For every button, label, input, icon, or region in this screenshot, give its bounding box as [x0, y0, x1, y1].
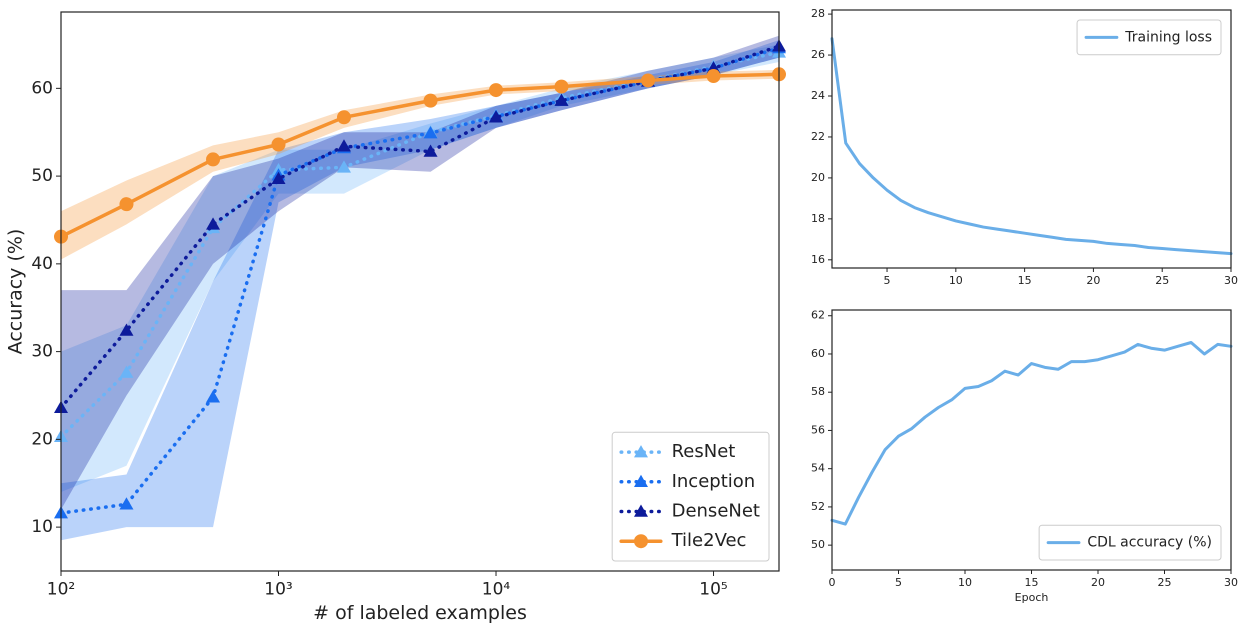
marker	[336, 139, 351, 152]
legend-label: Training loss	[1124, 29, 1212, 45]
subplot: 16 18 20 22 24 26 28 5 10 15 20 25 30 Training loss	[811, 7, 1238, 287]
legend-box	[1038, 524, 1222, 561]
marker	[489, 83, 504, 98]
series-line	[830, 37, 1233, 256]
axes-frame	[60, 11, 780, 572]
y-tick-label: 62	[811, 309, 825, 322]
marker	[119, 497, 134, 510]
legend-label: Inception	[672, 471, 756, 492]
y-tick-label: 22	[811, 130, 825, 143]
marker	[206, 390, 221, 403]
y-tick-label: 10	[31, 517, 53, 537]
y-tick-label: 54	[811, 462, 825, 475]
x-tick-label: 5	[895, 576, 902, 589]
marker	[271, 137, 286, 152]
y-tick-label: 60	[31, 78, 53, 98]
x-tick-label: 10³	[264, 580, 292, 600]
confidence-band	[61, 35, 779, 510]
marker	[119, 323, 134, 336]
x-tick-label: 20	[1086, 274, 1100, 287]
y-tick-label: 18	[811, 212, 825, 225]
y-tick-label: 50	[31, 166, 53, 186]
x-tick-label: 30	[1224, 576, 1238, 589]
x-tick-label: 15	[1018, 274, 1032, 287]
marker	[271, 171, 286, 184]
x-tick-label: 10⁵	[699, 580, 727, 600]
x-tick-label: 10	[958, 576, 972, 589]
legend-marker	[633, 504, 648, 517]
x-tick-label: 20	[1091, 576, 1105, 589]
y-tick-label: 26	[811, 48, 825, 61]
x-tick-label: 10²	[47, 580, 75, 600]
marker	[554, 79, 569, 94]
marker	[206, 152, 221, 167]
y-tick-label: 50	[811, 538, 825, 551]
confidence-band	[61, 44, 779, 493]
marker	[423, 144, 438, 157]
x-tick-label: 25	[1155, 274, 1169, 287]
legend: Training loss	[1076, 19, 1222, 56]
legend-label: Tile2Vec	[671, 530, 747, 551]
x-tick-label: 5	[884, 274, 891, 287]
legend-marker	[633, 534, 648, 549]
x-tick-label: 0	[829, 576, 836, 589]
subplot: 50 52 54 56 58 60 62 0 5 10 15 20 25 30 Epoch CDL accur…	[811, 309, 1238, 604]
y-tick-label: 56	[811, 423, 825, 436]
y-tick-label: 60	[811, 347, 825, 360]
x-tick-label: 25	[1158, 576, 1172, 589]
marker	[706, 69, 721, 84]
legend-label: DenseNet	[672, 501, 760, 522]
y-tick-label: 58	[811, 385, 825, 398]
legend-marker	[633, 445, 648, 458]
y-tick-label: 20	[31, 429, 53, 449]
marker	[119, 365, 134, 378]
marker	[119, 197, 134, 212]
x-axis-label: Epoch	[1015, 591, 1049, 604]
marker	[423, 93, 438, 108]
x-tick-label: 10⁴	[482, 580, 511, 600]
y-tick-label: 40	[31, 254, 53, 274]
confidence-band	[61, 40, 779, 541]
marker	[641, 73, 656, 88]
series-line	[830, 341, 1233, 526]
subplot: 10 20 30 40 50 60 10² 10³ 10⁴ 10⁵ # of labeled exa…	[5, 11, 786, 624]
marker	[423, 126, 438, 139]
legend-box	[611, 431, 770, 562]
y-tick-label: 16	[811, 253, 825, 266]
marker	[206, 217, 221, 230]
x-tick-label: 30	[1224, 274, 1238, 287]
legend-label: CDL accuracy (%)	[1087, 535, 1212, 551]
marker	[336, 110, 351, 125]
legend-box	[1076, 19, 1222, 56]
legend-label: ResNet	[672, 441, 736, 462]
marker	[554, 93, 569, 106]
x-tick-label: 15	[1025, 576, 1039, 589]
y-axis-label: Accuracy (%)	[5, 229, 27, 355]
marker	[489, 110, 504, 123]
y-tick-label: 20	[811, 171, 825, 184]
legend: ResNet Inception DenseNet Tile2Vec	[611, 431, 770, 562]
series-line	[59, 50, 781, 439]
legend: CDL accuracy (%)	[1038, 524, 1222, 561]
y-tick-label: 30	[31, 342, 53, 362]
x-tick-label: 10	[949, 274, 963, 287]
y-tick-label: 52	[811, 500, 825, 513]
y-tick-label: 28	[811, 7, 825, 20]
axes-frame	[831, 9, 1232, 269]
marker	[336, 160, 351, 173]
y-tick-label: 24	[811, 89, 825, 102]
legend-marker	[633, 474, 648, 488]
x-axis-label: # of labeled examples	[313, 602, 527, 624]
